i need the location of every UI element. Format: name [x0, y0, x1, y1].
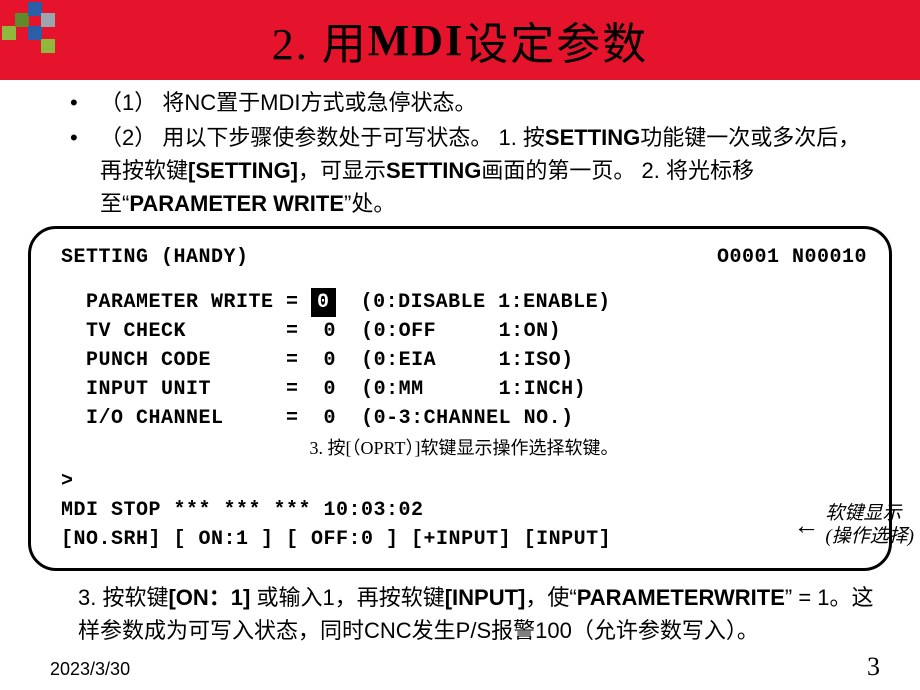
bullet-1: • （1） 将NC置于MDI方式或急停状态。 — [60, 86, 880, 119]
status-line: MDI STOP *** *** *** 10:03:02 — [61, 496, 867, 525]
footer: 2023/3/30 3 — [50, 652, 880, 682]
softkey-row: [NO.SRH] [ ON:1 ] [ OFF:0 ] [+INPUT] [IN… — [61, 525, 867, 554]
param-row: INPUT UNIT = 0 (0:MM 1:INCH) — [61, 375, 867, 404]
lower-text: 3. 按软键[ON：1] 或输入1，再按软键[INPUT]，使“PARAMETE… — [0, 571, 920, 647]
setting-screen: SETTING (HANDY) O0001 N00010 PARAMETER W… — [28, 226, 892, 571]
bullet-marker: • — [60, 86, 100, 119]
title-mdi: MDI — [368, 15, 464, 66]
bullet-1-text: （1） 将NC置于MDI方式或急停状态。 — [100, 86, 880, 119]
screen-header: SETTING (HANDY) O0001 N00010 — [61, 243, 867, 272]
screen-title: SETTING (HANDY) — [61, 243, 249, 272]
title-prefix: 2. 用 — [272, 8, 368, 72]
param-row: I/O CHANNEL = 0 (0-3:CHANNEL NO.) — [61, 404, 867, 433]
slide-title: 2. 用 MDI 设定参数 — [0, 0, 920, 80]
param-row: PUNCH CODE = 0 (0:EIA 1:ISO) — [61, 346, 867, 375]
arrow-left-icon: ← — [793, 510, 825, 541]
corner-logo — [2, 2, 54, 54]
param-row: PARAMETER WRITE = 0 (0:DISABLE 1:ENABLE) — [61, 288, 867, 317]
bullet-marker: • — [60, 121, 100, 220]
prompt: > — [61, 467, 867, 496]
screen-wrap: SETTING (HANDY) O0001 N00010 PARAMETER W… — [0, 226, 920, 571]
footer-date: 2023/3/30 — [50, 659, 130, 680]
page-number: 3 — [867, 652, 880, 682]
param-rows: PARAMETER WRITE = 0 (0:DISABLE 1:ENABLE)… — [61, 288, 867, 433]
body-text: • （1） 将NC置于MDI方式或急停状态。 • （2） 用以下步骤使参数处于可… — [0, 80, 920, 220]
softkey-annotation: ← 软键显示 (操作选择) — [793, 502, 914, 550]
annot-l2: (操作选择) — [825, 526, 914, 547]
title-suffix: 设定参数 — [464, 8, 648, 72]
bullet-2-text: （2） 用以下步骤使参数处于可写状态。 1. 按SETTING功能键一次或多次后… — [100, 121, 880, 220]
annot-text: 软键显示 (操作选择) — [825, 502, 914, 550]
param-row: TV CHECK = 0 (0:OFF 1:ON) — [61, 317, 867, 346]
screen-prog: O0001 N00010 — [717, 243, 867, 272]
annot-l1: 软键显示 — [825, 503, 901, 524]
screen-caption: 3. 按[（OPRT）]软键显示操作选择软键。 — [61, 433, 867, 467]
bullet-2: • （2） 用以下步骤使参数处于可写状态。 1. 按SETTING功能键一次或多… — [60, 121, 880, 220]
